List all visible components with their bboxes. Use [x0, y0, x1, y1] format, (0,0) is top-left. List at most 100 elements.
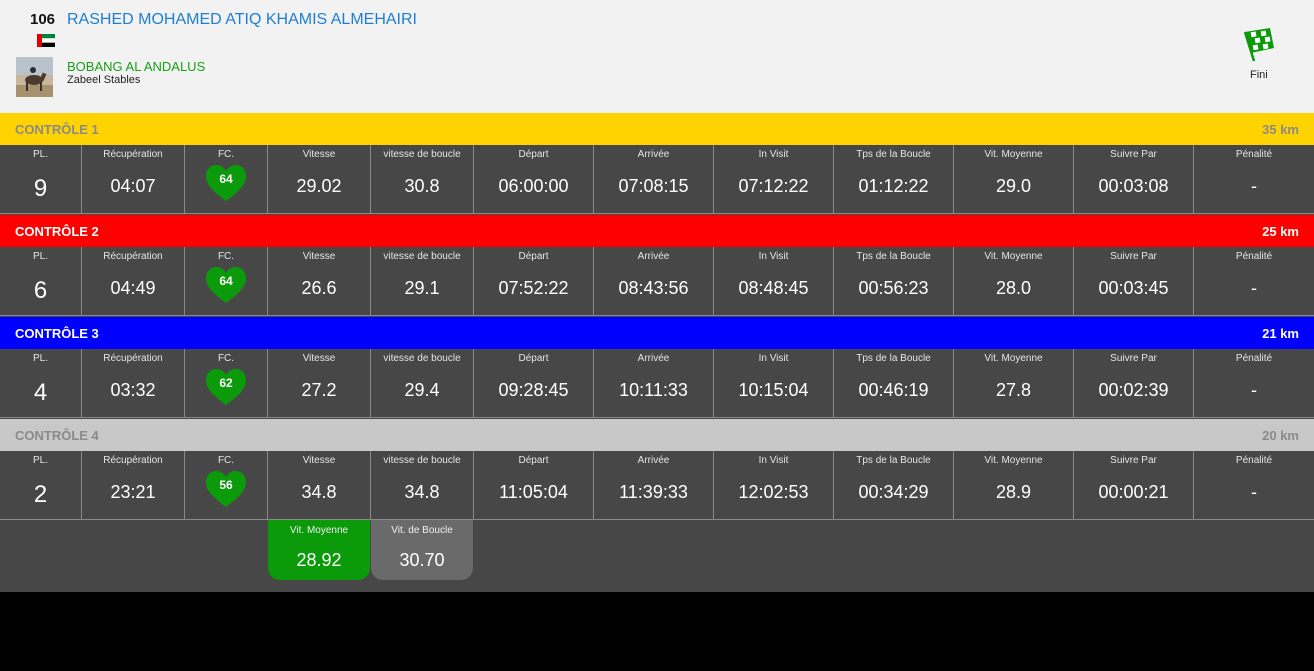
result-cell: Tps de la Boucle 00:46:19 — [834, 349, 954, 418]
column-label: Suivre Par — [1110, 455, 1157, 466]
result-value: 07:52:22 — [498, 278, 569, 298]
result-cell: Pénalité - — [1194, 247, 1314, 316]
control-header: CONTRÔLE 1 35 km — [0, 113, 1314, 145]
result-value: 34.8 — [404, 482, 440, 502]
column-label: Départ — [518, 251, 549, 262]
result-value: - — [1251, 176, 1257, 196]
result-cell: Départ 06:00:00 — [474, 145, 594, 214]
horse-name[interactable]: BOBANG AL ANDALUS — [67, 59, 206, 74]
result-value: 00:03:45 — [1098, 278, 1169, 298]
result-cell: vitesse de boucle 30.8 — [371, 145, 474, 214]
result-value: 28.9 — [995, 482, 1032, 502]
column-label: Pénalité — [1235, 353, 1273, 364]
average-speed-label: Vit. Moyenne — [289, 525, 349, 536]
result-value: 34.8 — [301, 482, 337, 502]
column-label: Arrivée — [637, 353, 670, 364]
uae-flag-icon — [37, 34, 55, 47]
result-value: - — [1251, 278, 1257, 298]
result-value: 29.0 — [995, 176, 1032, 196]
result-value: 00:46:19 — [858, 380, 929, 400]
column-label: In Visit — [758, 149, 789, 160]
heart-rate-value: 56 — [219, 478, 233, 492]
result-value: 29.02 — [296, 176, 342, 196]
heart-icon: 62 — [205, 368, 247, 406]
result-cell: PL. 9 — [0, 145, 82, 214]
result-cell: vitesse de boucle 29.4 — [371, 349, 474, 418]
column-label: Tps de la Boucle — [856, 353, 931, 364]
column-label: In Visit — [758, 353, 789, 364]
heart-icon: 64 — [205, 266, 247, 304]
result-value: 11:39:33 — [619, 482, 688, 502]
control-distance: 35 km — [1262, 122, 1299, 137]
result-value: 23:21 — [110, 482, 156, 502]
result-cell: Pénalité - — [1194, 145, 1314, 214]
column-label: Arrivée — [637, 455, 670, 466]
result-value: 00:34:29 — [858, 482, 929, 502]
result-value: 00:00:21 — [1098, 482, 1169, 502]
result-cell: Vit. Moyenne 27.8 — [954, 349, 1074, 418]
result-value: 10:11:33 — [619, 380, 688, 400]
result-value: 12:02:53 — [738, 482, 809, 502]
result-cell: Suivre Par 00:00:21 — [1074, 451, 1194, 520]
result-cell: vitesse de boucle 34.8 — [371, 451, 474, 520]
column-label: Départ — [518, 455, 549, 466]
bib-number: 106 — [30, 11, 56, 28]
column-label: vitesse de boucle — [383, 455, 461, 466]
result-cell: Vitesse 27.2 — [268, 349, 371, 418]
column-label: Vit. Moyenne — [984, 149, 1043, 160]
column-label: Tps de la Boucle — [856, 149, 931, 160]
column-label: Départ — [518, 149, 549, 160]
stable-name: Zabeel Stables — [67, 74, 141, 86]
result-cell: Tps de la Boucle 00:56:23 — [834, 247, 954, 316]
column-label: PL. — [32, 455, 48, 466]
column-label: FC. — [217, 149, 235, 160]
result-value: 28.0 — [995, 278, 1032, 298]
result-value: 01:12:22 — [858, 176, 929, 196]
column-label: Suivre Par — [1110, 353, 1157, 364]
control-title: CONTRÔLE 4 — [15, 428, 99, 443]
result-cell: In Visit 12:02:53 — [714, 451, 834, 520]
control-distance: 25 km — [1262, 224, 1299, 239]
result-value: 07:08:15 — [618, 176, 689, 196]
loop-speed-label: Vit. de Boucle — [391, 525, 453, 536]
result-value: 11:05:04 — [499, 482, 568, 502]
result-cell: In Visit 07:12:22 — [714, 145, 834, 214]
result-cell: Départ 11:05:04 — [474, 451, 594, 520]
column-label: Arrivée — [637, 149, 670, 160]
control-results-row: PL. 4 Récupération 03:32 FC. 62 Vitesse 27.2 vit… — [0, 349, 1314, 419]
result-cell: Suivre Par 00:03:08 — [1074, 145, 1194, 214]
result-value: 06:00:00 — [498, 176, 569, 196]
result-value: 09:28:45 — [498, 380, 569, 400]
control-results-row: PL. 9 Récupération 04:07 FC. 64 Vitesse 29.02 vi… — [0, 145, 1314, 215]
rider-header: 106 RASHED MOHAMED ATIQ KHAMIS ALMEHAIRI… — [0, 0, 1314, 113]
column-label: PL. — [32, 353, 48, 364]
result-cell: Arrivée 07:08:15 — [594, 145, 714, 214]
result-cell: PL. 6 — [0, 247, 82, 316]
result-cell: Vit. Moyenne 29.0 — [954, 145, 1074, 214]
result-value: 29.1 — [404, 278, 440, 298]
result-value: 07:12:22 — [738, 176, 809, 196]
placing-value: 2 — [33, 481, 48, 508]
result-value: 00:56:23 — [858, 278, 929, 298]
result-cell: Vitesse 26.6 — [268, 247, 371, 316]
column-label: Récupération — [103, 149, 163, 160]
result-value: - — [1251, 380, 1257, 400]
control-distance: 20 km — [1262, 428, 1299, 443]
result-cell: Vit. Moyenne 28.0 — [954, 247, 1074, 316]
result-value: 26.6 — [301, 278, 337, 298]
result-value: 08:48:45 — [738, 278, 809, 298]
placing-value: 9 — [33, 175, 48, 202]
result-value: 04:49 — [110, 278, 156, 298]
result-value: 27.8 — [995, 380, 1032, 400]
summary-footer: Vit. Moyenne 28.92 Vit. de Boucle 30.70 — [0, 520, 1314, 592]
heart-icon: 64 — [205, 164, 247, 202]
column-label: Vit. Moyenne — [984, 353, 1043, 364]
result-cell: Pénalité - — [1194, 349, 1314, 418]
column-label: Récupération — [103, 251, 163, 262]
column-label: Pénalité — [1235, 455, 1273, 466]
heart-rate-value: 62 — [219, 376, 233, 390]
column-label: Vitesse — [302, 149, 336, 160]
result-cell: In Visit 10:15:04 — [714, 349, 834, 418]
result-cell: Arrivée 11:39:33 — [594, 451, 714, 520]
rider-name[interactable]: RASHED MOHAMED ATIQ KHAMIS ALMEHAIRI — [67, 11, 417, 28]
